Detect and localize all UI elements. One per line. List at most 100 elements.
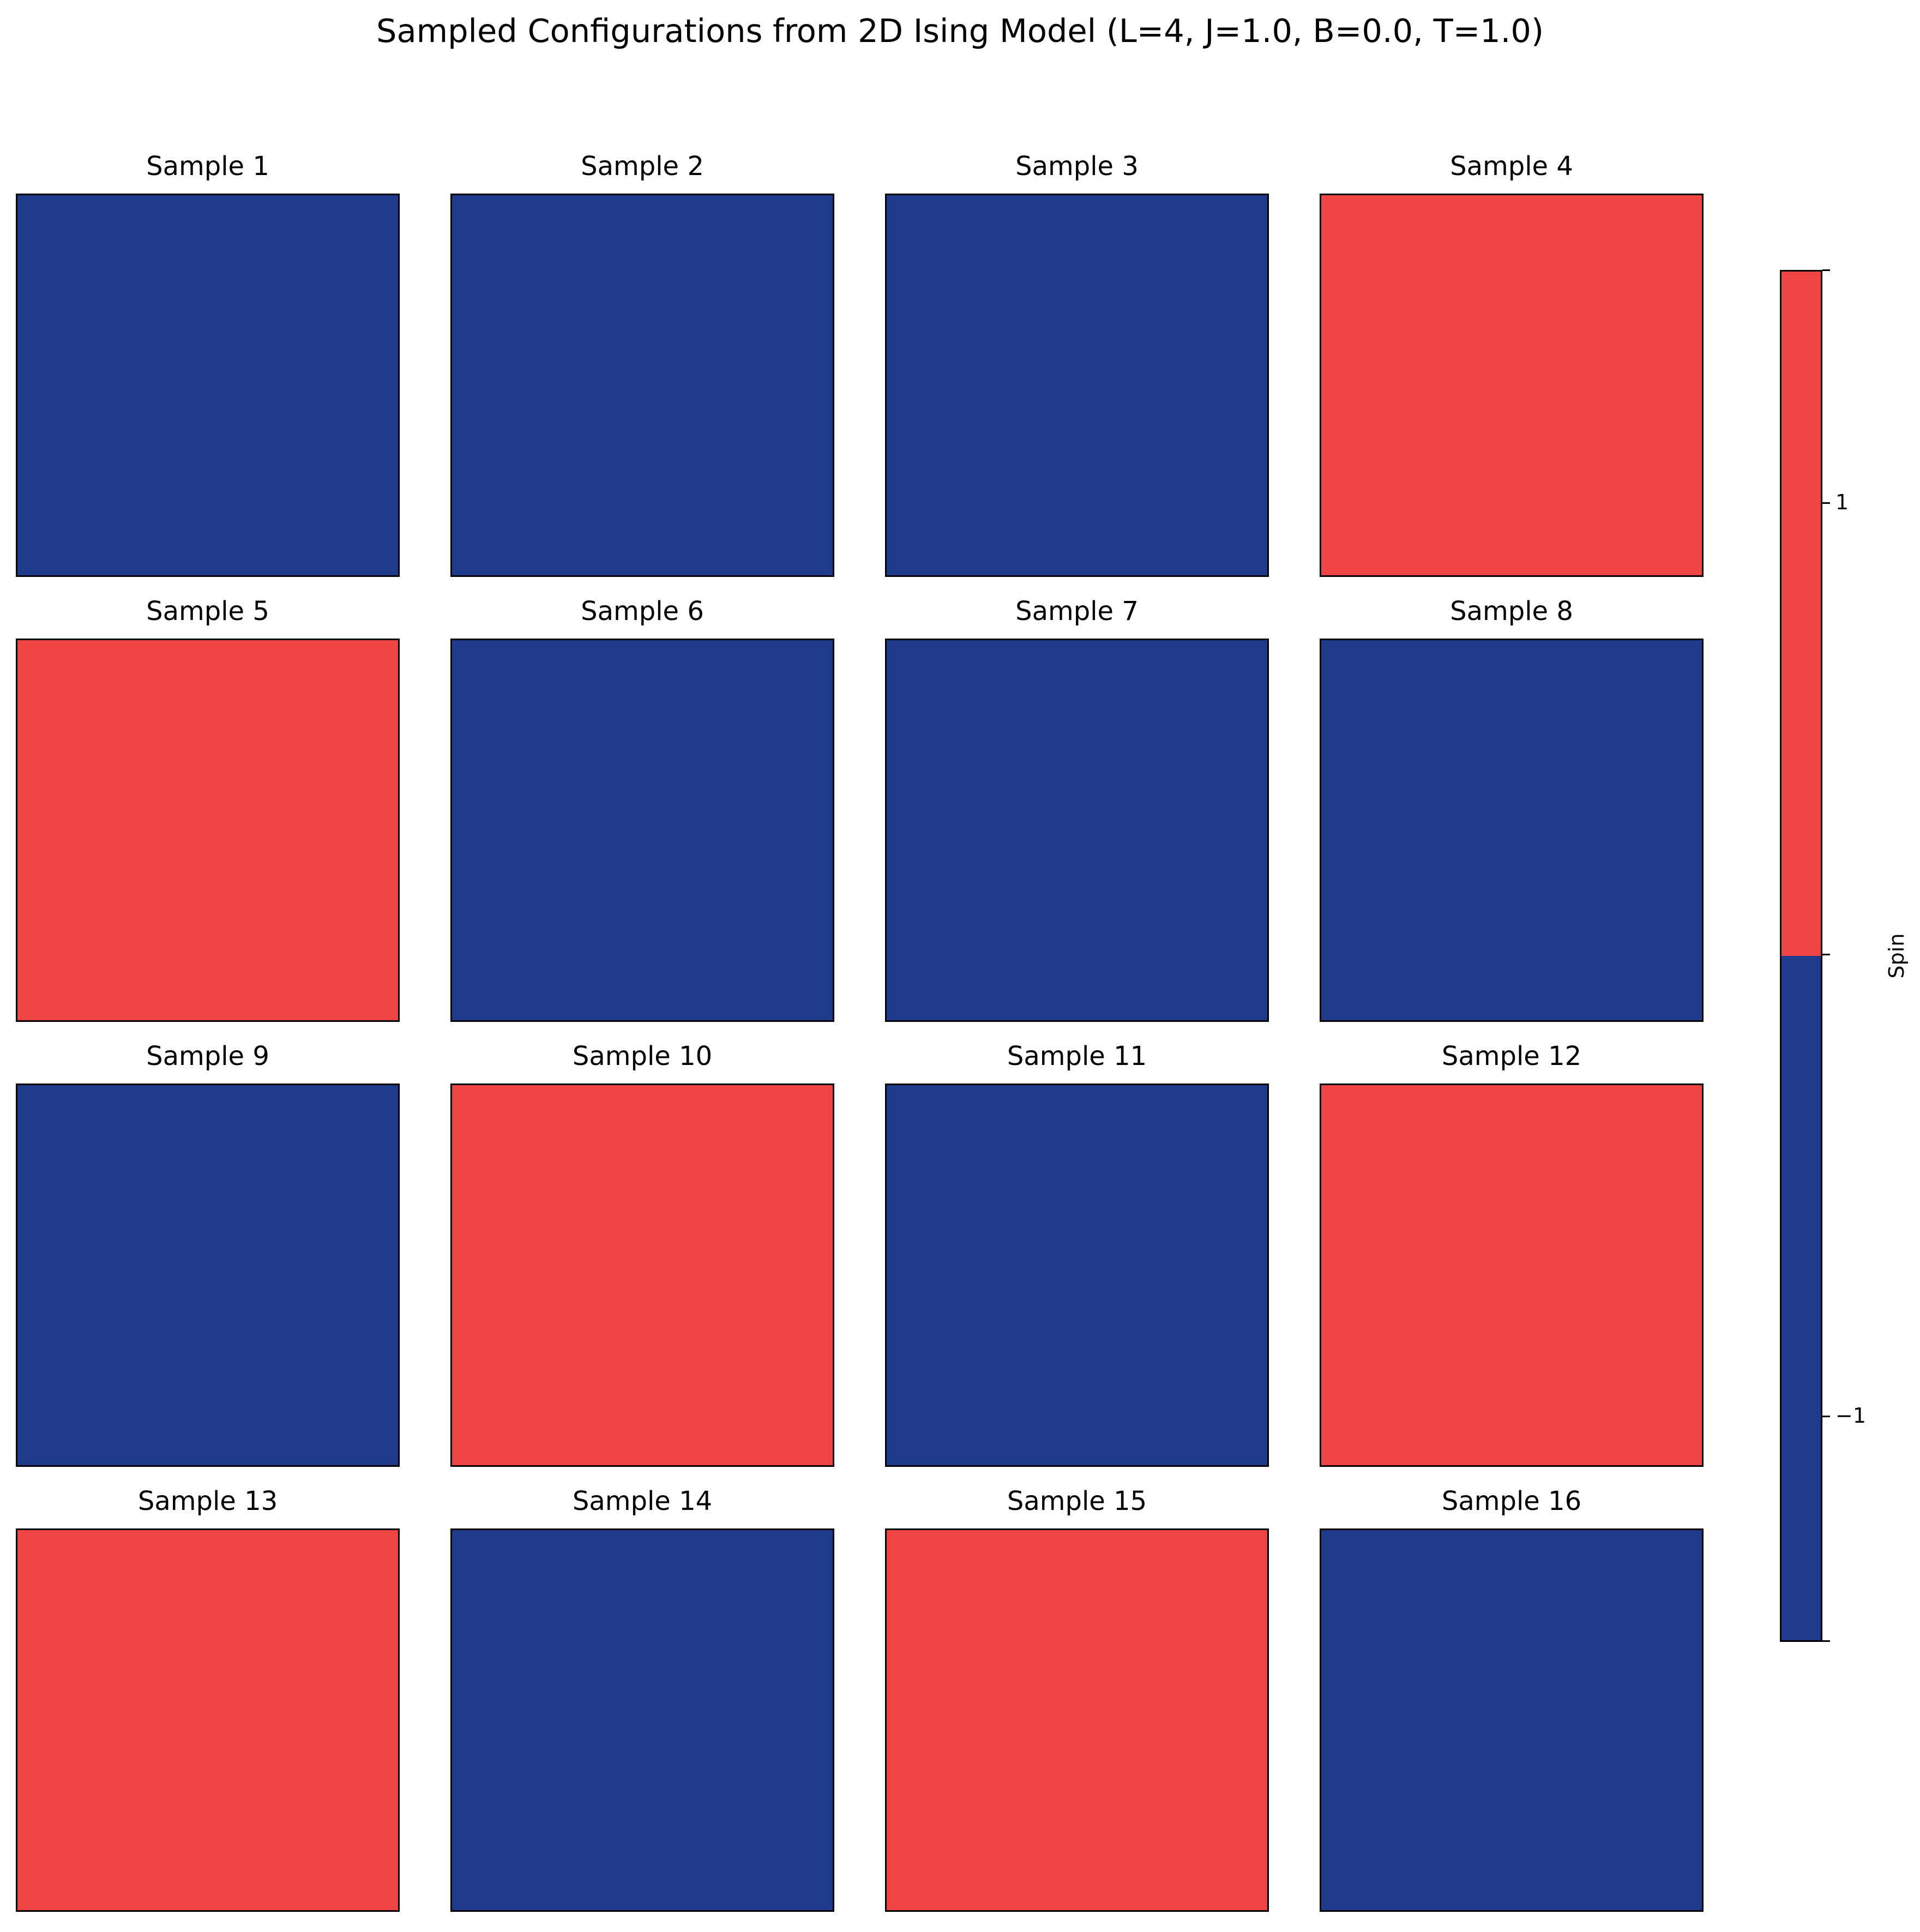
spin-cell [642,385,738,480]
spin-cell [642,1370,738,1465]
panel-title-8: Sample 8 [1450,596,1573,627]
spin-cell [1416,290,1512,386]
spin-cell [1077,1625,1172,1720]
spin-cell [982,1720,1077,1815]
spin-cell [17,830,113,925]
sample-panel-13 [16,1528,400,1912]
spin-cell [1606,1370,1702,1465]
spin-cell [1321,735,1417,830]
spin-cell [737,480,833,575]
spin-cell [17,195,113,291]
spin-cell [112,385,208,480]
spin-cell [1606,1530,1702,1626]
spin-cell [642,1625,738,1720]
spin-cell [547,735,642,830]
chart-title: Sampled Configurations from 2D Ising Mod… [376,12,1544,50]
spin-cell [1321,480,1417,575]
spin-cell [17,1530,113,1626]
spin-cell [737,1530,833,1626]
spin-cell [737,1180,833,1275]
spin-cell [17,290,113,386]
spin-cell [737,830,833,925]
spin-cell [1416,830,1512,925]
spin-cell [1416,1370,1512,1465]
spin-cell [1512,1815,1607,1910]
spin-cell [17,1180,113,1275]
panel-title-14: Sample 14 [572,1486,713,1516]
sample-panel-1 [16,194,400,577]
spin-cell [1321,830,1417,925]
colorbar-tick-boundary [1822,954,1830,955]
spin-cell [112,735,208,830]
spin-cell [642,735,738,830]
spin-cell [112,1625,208,1720]
spin-cell [1077,1085,1172,1181]
spin-cell [303,1530,398,1626]
spin-cell [1172,1370,1267,1465]
spin-cell [887,480,982,575]
spin-cell [887,1625,982,1720]
spin-cell [982,480,1077,575]
spin-cell [1321,1530,1417,1626]
spin-cell [1172,830,1267,925]
sample-panel-9 [16,1084,400,1467]
spin-cell [112,1370,208,1465]
spin-cell [303,1625,398,1720]
spin-cell [112,290,208,386]
spin-cell [1172,290,1267,386]
spin-cell [982,385,1077,480]
spin-cell [1606,195,1702,291]
spin-cell [1172,195,1267,291]
spin-cell [547,290,642,386]
spin-cell [208,480,303,575]
spin-cell [1416,735,1512,830]
spin-cell [1321,925,1417,1020]
spin-cell [452,1275,547,1370]
sample-panel-7 [885,639,1269,1022]
spin-cell [1606,1625,1702,1720]
spin-cell [1077,195,1172,291]
spin-cell [1321,1180,1417,1275]
spin-cell [1512,925,1607,1020]
spin-cell [642,1720,738,1815]
panel-title-13: Sample 13 [137,1486,278,1516]
spin-cell [17,1370,113,1465]
spin-cell [452,640,547,736]
spin-cell [208,830,303,925]
spin-cell [887,195,982,291]
spin-cell [303,1180,398,1275]
spin-cell [1321,1815,1417,1910]
spin-cell [1077,1370,1172,1465]
spin-cell [452,1530,547,1626]
panel-title-10: Sample 10 [572,1041,713,1072]
colorbar-segment-positive [1781,272,1821,956]
spin-cell [642,640,738,736]
spin-cell [303,195,398,291]
spin-cell [737,195,833,291]
spin-cell [1321,290,1417,386]
colorbar-tick-label-1: 1 [1835,490,1849,514]
spin-cell [887,1085,982,1181]
spin-cell [208,1370,303,1465]
spin-cell [17,640,113,736]
colorbar-label: Spin [1885,933,1909,979]
spin-cell [1512,1180,1607,1275]
spin-cell [17,385,113,480]
spin-cell [303,1275,398,1370]
spin-cell [1077,1530,1172,1626]
spin-cell [1512,1275,1607,1370]
spin-cell [887,385,982,480]
spin-cell [1416,1815,1512,1910]
spin-cell [303,1815,398,1910]
sample-panel-11 [885,1084,1269,1467]
spin-cell [547,195,642,291]
spin-cell [112,195,208,291]
spin-cell [642,1180,738,1275]
panel-title-3: Sample 3 [1015,151,1139,182]
spin-cell [547,1275,642,1370]
spin-cell [887,925,982,1020]
spin-cell [112,925,208,1020]
spin-cell [737,1815,833,1910]
spin-cell [1077,385,1172,480]
spin-cell [982,1275,1077,1370]
